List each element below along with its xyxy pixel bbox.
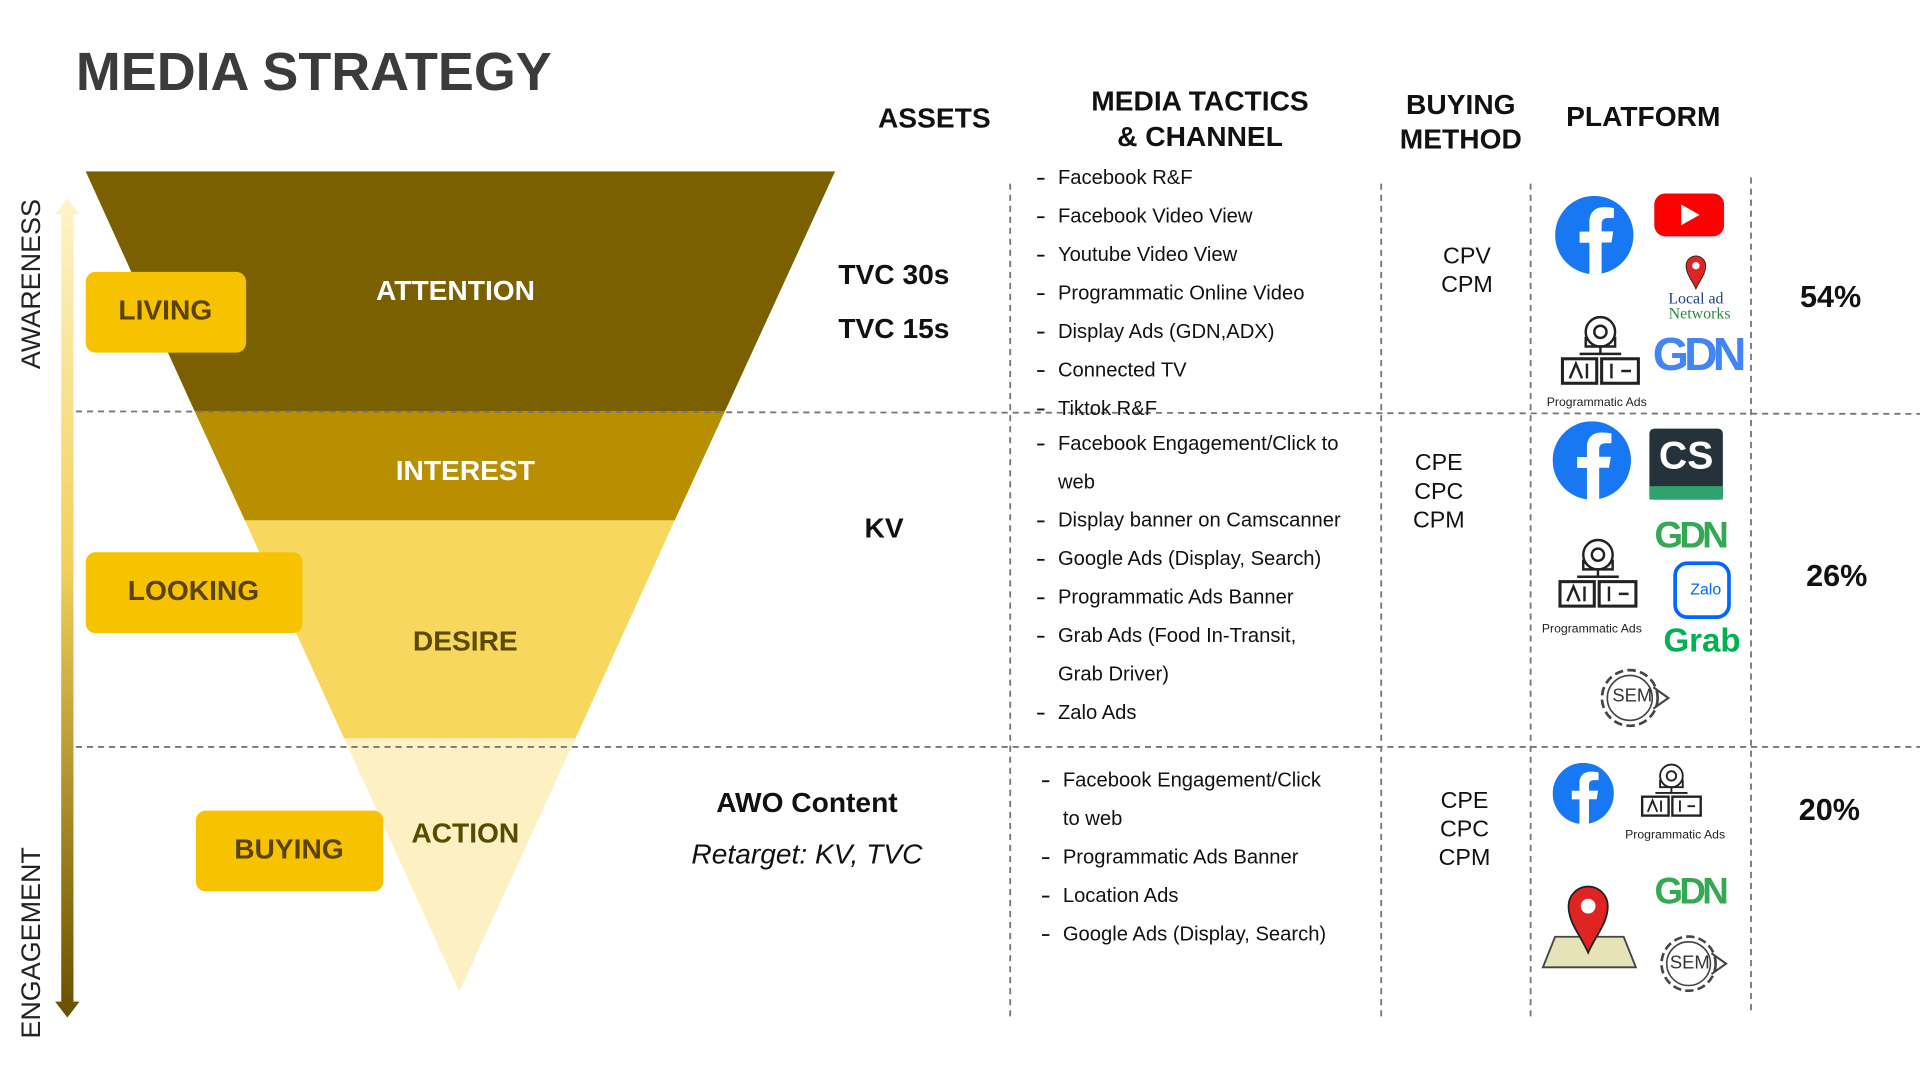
platform-label: CS — [1659, 434, 1713, 477]
funnel-stage — [344, 738, 576, 992]
tactic: Programmatic Online Video — [1058, 282, 1304, 304]
zalo-icon — [1673, 561, 1731, 619]
asset: Retarget: KV, TVC — [691, 838, 923, 869]
programmatic-icon — [1640, 763, 1703, 817]
tactic: Grab Driver) — [1058, 664, 1169, 686]
platform-label: Local ad — [1668, 291, 1723, 308]
platform-label: Zalo — [1690, 581, 1721, 598]
programmatic-icon — [1560, 315, 1641, 385]
header: BUYING — [1406, 89, 1516, 120]
buying-method: CPE — [1441, 787, 1489, 813]
tactic: Tiktok R&F — [1058, 398, 1157, 420]
buying-method: CPM — [1413, 506, 1465, 532]
tactic: Google Ads (Display, Search) — [1063, 923, 1326, 945]
tactic: Facebook Engagement/Click — [1063, 770, 1322, 792]
tactic: Facebook Video View — [1058, 206, 1253, 228]
tactic: Display Ads (GDN,ADX) — [1058, 321, 1275, 343]
share: 20% — [1799, 793, 1860, 827]
platform-label: GDN — [1653, 328, 1744, 380]
platform-label: Programmatic Ads — [1542, 622, 1642, 636]
header: ASSETS — [878, 102, 991, 133]
platform-label: GDN — [1655, 514, 1728, 555]
buying-method: CPC — [1414, 478, 1463, 504]
axis-label: AWARENESS — [16, 199, 46, 369]
share: 54% — [1800, 280, 1861, 314]
tactic: Programmatic Ads Banner — [1063, 846, 1299, 868]
row-divider — [75, 410, 1920, 415]
platform-label: Networks — [1669, 305, 1731, 322]
tactic: Display banner on Camscanner — [1058, 510, 1341, 532]
asset: TVC 15s — [838, 313, 949, 344]
funnel-stage — [194, 411, 725, 521]
tactic: Programmatic Ads Banner — [1058, 587, 1294, 609]
buying-method: CPC — [1440, 816, 1489, 842]
title: MEDIA STRATEGY — [76, 42, 552, 102]
platform-label: Programmatic Ads — [1625, 827, 1725, 841]
header: MEDIA TACTICS — [1091, 85, 1308, 116]
camscanner-icon — [1649, 428, 1723, 500]
buying-method: CPV — [1443, 242, 1491, 268]
funnel-label: DESIRE — [413, 625, 518, 656]
asset: TVC 30s — [838, 259, 949, 290]
facebook-icon — [1552, 762, 1614, 825]
funnel-label: ACTION — [411, 818, 519, 849]
axis-arrow — [61, 210, 74, 1005]
tactic: web — [1057, 471, 1095, 493]
tactic: Location Ads — [1063, 885, 1179, 907]
tactic: Facebook R&F — [1058, 167, 1193, 189]
header: & CHANNEL — [1117, 121, 1283, 152]
asset: AWO Content — [716, 787, 898, 818]
arrow-head — [55, 198, 80, 215]
pin-icon — [1685, 255, 1707, 290]
mindset-box — [85, 271, 247, 353]
arrow-head — [55, 1001, 80, 1018]
facebook-icon — [1552, 421, 1632, 500]
funnel-stage — [85, 171, 836, 412]
share: 26% — [1806, 559, 1867, 593]
programmatic-icon — [1558, 538, 1638, 608]
platform-label: SEM — [1612, 685, 1652, 706]
tactic: Youtube Video View — [1058, 244, 1238, 266]
buying-method: CPE — [1415, 449, 1463, 475]
asset: KV — [865, 513, 904, 544]
funnel-label: ATTENTION — [376, 275, 535, 306]
platform-label: Programmatic Ads — [1547, 395, 1647, 409]
tactic: Connected TV — [1058, 359, 1187, 381]
platform-label: SEM — [1670, 952, 1710, 973]
header: METHOD — [1400, 123, 1522, 154]
mindset-box — [195, 810, 384, 892]
facebook-icon — [1555, 195, 1634, 275]
header: PLATFORM — [1566, 101, 1720, 132]
tactic: Google Ads (Display, Search) — [1058, 548, 1321, 570]
platform-label: Grab — [1663, 623, 1740, 660]
tactic: to web — [1063, 808, 1122, 830]
platform-label: GDN — [1655, 871, 1728, 912]
camscanner-bar — [1649, 486, 1723, 500]
buying-method: CPM — [1441, 271, 1493, 297]
axis-label: ENGAGEMENT — [16, 847, 46, 1038]
youtube-play — [1681, 204, 1700, 226]
tactic: Zalo Ads — [1058, 702, 1137, 724]
funnel-label: INTEREST — [396, 455, 535, 486]
buying-method: CPM — [1439, 844, 1491, 870]
mindset-label: BUYING — [234, 833, 344, 864]
mindset-label: LIVING — [118, 295, 212, 326]
tactic: Facebook Engagement/Click to — [1058, 433, 1339, 455]
mindset-box — [85, 552, 303, 634]
funnel-stage — [244, 520, 675, 739]
tactic: Grab Ads (Food In-Transit, — [1058, 625, 1296, 647]
mindset-label: LOOKING — [128, 575, 259, 606]
